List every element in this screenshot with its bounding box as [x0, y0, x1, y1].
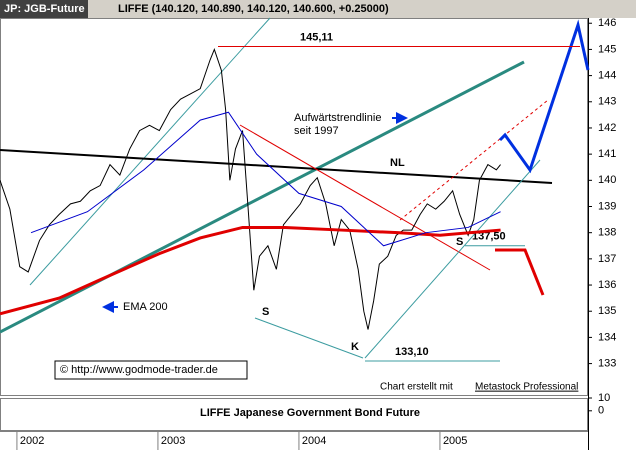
level-label: 133,10: [395, 346, 429, 358]
trend-label: seit 1997: [294, 125, 339, 137]
x-tick-label: 2003: [161, 435, 185, 447]
pattern-label: K: [351, 341, 359, 353]
plot-frame: [0, 18, 588, 396]
y-tick-label: 136: [598, 279, 616, 291]
credit-link[interactable]: Metastock Professional: [475, 382, 578, 393]
x-tick-label: 2004: [302, 435, 326, 447]
y-tick-label: 137: [598, 253, 616, 265]
y-tick-label: 10: [598, 392, 610, 404]
projection-up: [498, 19, 590, 174]
x-tick-label: 2005: [443, 435, 467, 447]
shoulder-line: [254, 317, 364, 359]
neckline: [0, 149, 553, 184]
trendline: [29, 17, 271, 286]
pattern-label: S: [262, 306, 269, 318]
lower-title: LIFFE Japanese Government Bond Future: [200, 407, 420, 419]
y-tick-label: 0: [598, 405, 604, 417]
pattern-label: NL: [390, 157, 405, 169]
y-tick-label: 139: [598, 200, 616, 212]
projection-down: [495, 248, 545, 296]
level-label: 145,11: [300, 31, 333, 43]
ma-line: [0, 225, 501, 316]
chart-subtitle: LIFFE (140.120, 140.890, 140.120, 140.60…: [118, 3, 389, 15]
y-tick-label: 142: [598, 122, 616, 134]
y-tick-label: 145: [598, 43, 616, 55]
trendline: [364, 159, 541, 359]
y-tick-label: 138: [598, 227, 616, 239]
y-tick-label: 146: [598, 17, 616, 29]
source-box: [54, 360, 248, 380]
y-tick-label: 141: [598, 148, 616, 160]
y-tick-label: 135: [598, 305, 616, 317]
ema-label: EMA 200: [123, 301, 168, 313]
down-trendline: [239, 124, 491, 271]
x-tick-label: 2002: [20, 435, 44, 447]
channel-line: [399, 99, 549, 221]
price-line: [0, 47, 501, 330]
title-badge: [0, 0, 88, 18]
pattern-label: S: [456, 236, 463, 248]
lower-frame: [0, 398, 588, 431]
y-tick-label: 143: [598, 96, 616, 108]
y-tick-label: 144: [598, 70, 616, 82]
title-bar: [0, 0, 636, 18]
trend-label: Aufwärtstrendlinie: [294, 112, 381, 124]
chart-title: JP: JGB-Future: [4, 3, 85, 15]
y-tick-label: 134: [598, 331, 616, 343]
y-tick-label: 140: [598, 174, 616, 186]
source: © http://www.godmode-trader.de: [60, 364, 218, 376]
y-tick-label: 133: [598, 357, 616, 369]
ma-line: [30, 111, 501, 247]
credit: Chart erstellt mit: [380, 382, 453, 393]
level-label: 137,50: [472, 231, 506, 243]
